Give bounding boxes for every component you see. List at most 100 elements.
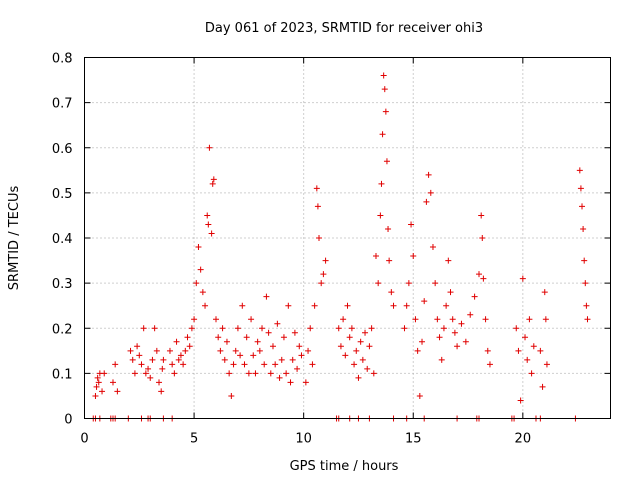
y-tick-label: 0.2 [52, 322, 73, 337]
x-tick-label: 5 [190, 432, 198, 447]
data-point [285, 302, 292, 309]
data-point [390, 302, 397, 309]
y-tick-label: 0.8 [52, 52, 73, 67]
data-point [92, 392, 99, 399]
data-point [583, 302, 590, 309]
data-point [263, 293, 270, 300]
data-point [316, 235, 323, 241]
data-point [180, 361, 187, 368]
x-tick-label: 20 [515, 432, 532, 447]
data-point [169, 361, 176, 368]
data-point [256, 347, 263, 354]
data-point [267, 370, 274, 377]
data-point [250, 352, 257, 359]
x-tick-label: 10 [295, 432, 312, 447]
data-point [410, 253, 417, 260]
data-point [584, 316, 591, 323]
data-point [239, 302, 246, 309]
data-point [197, 266, 204, 273]
data-point [171, 370, 178, 377]
data-point [467, 311, 474, 318]
data-point [322, 257, 329, 264]
data-point [346, 334, 353, 341]
data-points [90, 72, 591, 422]
data-point [166, 347, 173, 354]
data-point [213, 316, 219, 323]
data-point [188, 325, 195, 332]
data-point [519, 275, 526, 282]
data-point [131, 370, 138, 377]
data-point [302, 379, 309, 386]
data-point [320, 271, 327, 278]
data-point [261, 361, 268, 368]
data-point [99, 388, 106, 395]
data-point [173, 338, 180, 345]
y-tick-label: 0.5 [52, 187, 73, 202]
tick-labels: 0 0.1 0.2 0.3 0.4 0.5 0.6 0.7 0.8 0 5 10 15 20 [52, 52, 531, 447]
data-point [248, 316, 255, 323]
data-point [537, 347, 544, 354]
data-point [287, 379, 294, 386]
data-point [486, 361, 493, 368]
data-point [337, 343, 344, 350]
data-point [427, 189, 434, 196]
data-point [447, 289, 454, 296]
data-point [215, 334, 222, 341]
data-point [351, 361, 358, 368]
data-point [234, 325, 241, 332]
data-point [419, 338, 426, 345]
data-point [223, 338, 230, 345]
data-point [451, 329, 458, 336]
data-point [515, 347, 522, 354]
data-point [274, 320, 281, 327]
data-point [276, 374, 283, 381]
data-point [204, 212, 211, 219]
data-point [230, 361, 237, 368]
data-point [134, 343, 141, 350]
data-point [528, 370, 535, 377]
data-point [159, 365, 166, 372]
data-point [313, 185, 320, 192]
data-point [379, 131, 386, 138]
data-point [348, 325, 355, 332]
data-point [513, 325, 520, 332]
y-tick-label: 0.3 [52, 277, 73, 292]
data-point [149, 356, 156, 363]
data-point [252, 370, 259, 377]
data-point [191, 316, 198, 323]
data-point [484, 347, 491, 354]
data-point [542, 316, 549, 323]
data-point [445, 257, 452, 264]
data-point [158, 388, 165, 395]
data-point [219, 325, 226, 332]
data-point [298, 352, 305, 359]
data-point [385, 225, 392, 232]
data-point [458, 320, 465, 327]
y-tick-label: 0 [64, 413, 72, 428]
data-point [175, 356, 182, 363]
data-point [177, 352, 184, 359]
data-point [421, 298, 428, 305]
data-point [232, 347, 239, 354]
data-point [342, 352, 349, 359]
data-point [193, 280, 200, 287]
data-point [582, 280, 589, 287]
data-point [543, 361, 550, 368]
data-point [479, 235, 486, 241]
data-point [359, 356, 366, 363]
data-point [95, 379, 102, 386]
data-point [184, 334, 191, 341]
data-point [138, 361, 145, 368]
data-point [524, 356, 531, 363]
y-tick-label: 0.6 [52, 142, 73, 157]
data-point [228, 392, 235, 399]
data-point [476, 271, 482, 278]
data-point [366, 343, 373, 350]
data-point [226, 370, 233, 377]
data-point [112, 361, 119, 368]
data-point [140, 325, 147, 332]
data-point [408, 221, 415, 228]
data-point [386, 257, 393, 264]
data-point [283, 370, 290, 377]
